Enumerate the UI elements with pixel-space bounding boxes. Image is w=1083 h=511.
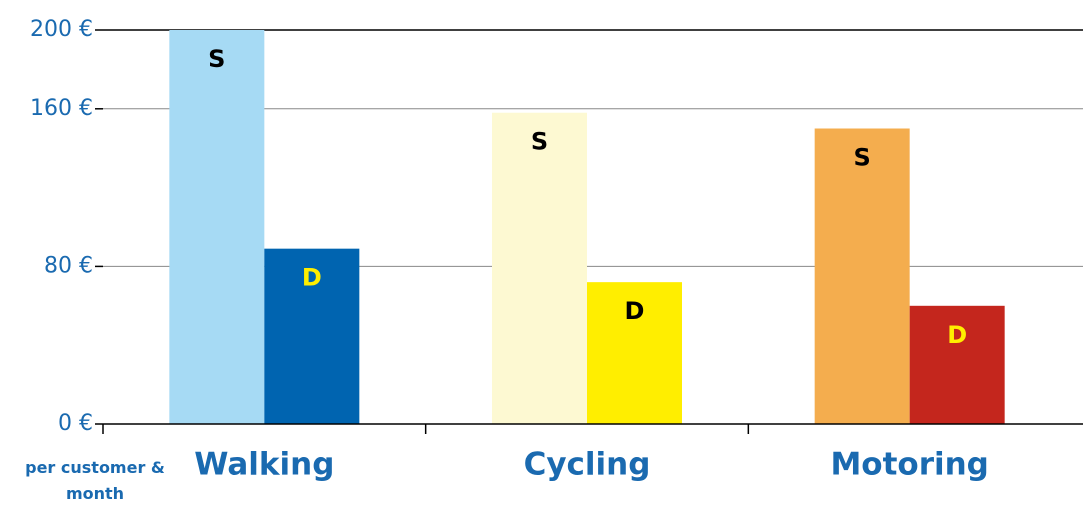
bar-series-label: S [531,128,548,156]
x-tick-label: Motoring [830,447,988,483]
bar-series-label: D [947,321,967,349]
y-tick-label: 80 € [44,253,93,278]
bar-series-label: S [208,45,225,73]
axis-note: per customer & month [25,458,165,503]
y-tick-label: 160 € [30,96,93,121]
y-tick-label: 200 € [30,17,93,42]
x-tick-label: Walking [194,447,334,483]
y-tick-label: 0 € [58,411,93,436]
bar [169,30,265,424]
bar [492,112,587,425]
bar-series-label: S [854,144,871,172]
bar [587,282,682,424]
bar [909,305,1005,424]
bar-series-label: D [302,264,322,292]
x-tick-label: Cycling [524,447,651,483]
bar [264,248,360,424]
bar-series-label: D [625,297,645,325]
bar [814,128,910,424]
